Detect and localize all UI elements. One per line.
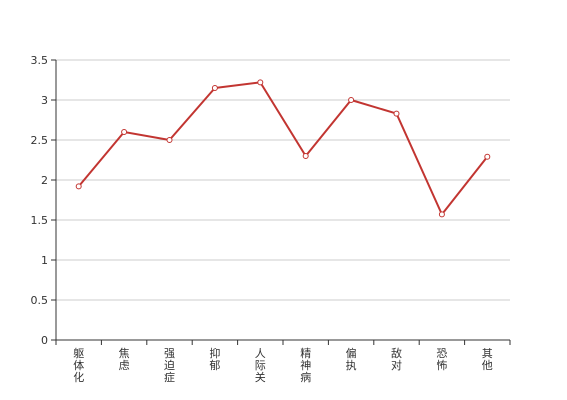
x-category-label: 人际关 [255, 347, 266, 384]
y-tick-label: 1.5 [31, 214, 49, 227]
data-point[interactable] [75, 183, 82, 190]
data-point[interactable] [393, 110, 400, 117]
y-tick-label: 2 [41, 174, 48, 187]
series-line [77, 81, 489, 216]
x-category-label: 恐怖 [436, 347, 447, 372]
x-category-label: 躯体化 [73, 347, 84, 384]
data-point[interactable] [166, 137, 173, 143]
x-category-label: 敌对 [391, 346, 402, 372]
y-tick-label: 3 [41, 94, 48, 107]
data-point[interactable] [438, 211, 445, 218]
y-tick-label: 3.5 [31, 54, 49, 67]
x-category-label: 其他 [482, 347, 493, 372]
grid-lines [56, 59, 510, 301]
data-point[interactable] [257, 79, 264, 86]
data-point[interactable] [302, 153, 309, 159]
y-tick-label: 0.5 [31, 294, 49, 307]
data-point[interactable] [484, 153, 491, 160]
y-axis: 0 0.5 1 1.5 2 2.5 3 3.5 [31, 54, 57, 347]
data-point[interactable] [121, 129, 128, 135]
x-axis: 躯体化 焦虑 强迫症 抑郁 人际关 精神病 偏执 敌对 恐怖 其他 [55, 339, 511, 384]
x-category-label: 精神病 [300, 347, 311, 384]
y-tick-label: 2.5 [31, 134, 49, 147]
data-point[interactable] [348, 97, 355, 103]
x-category-label: 抑郁 [209, 346, 220, 372]
x-category-label: 强迫症 [164, 347, 175, 384]
data-point[interactable] [211, 85, 218, 91]
y-tick-label: 1 [41, 254, 48, 267]
x-category-label: 焦虑 [119, 347, 130, 372]
x-category-label: 偏执 [346, 346, 357, 372]
series [75, 79, 491, 218]
y-tick-label: 0 [41, 334, 48, 347]
